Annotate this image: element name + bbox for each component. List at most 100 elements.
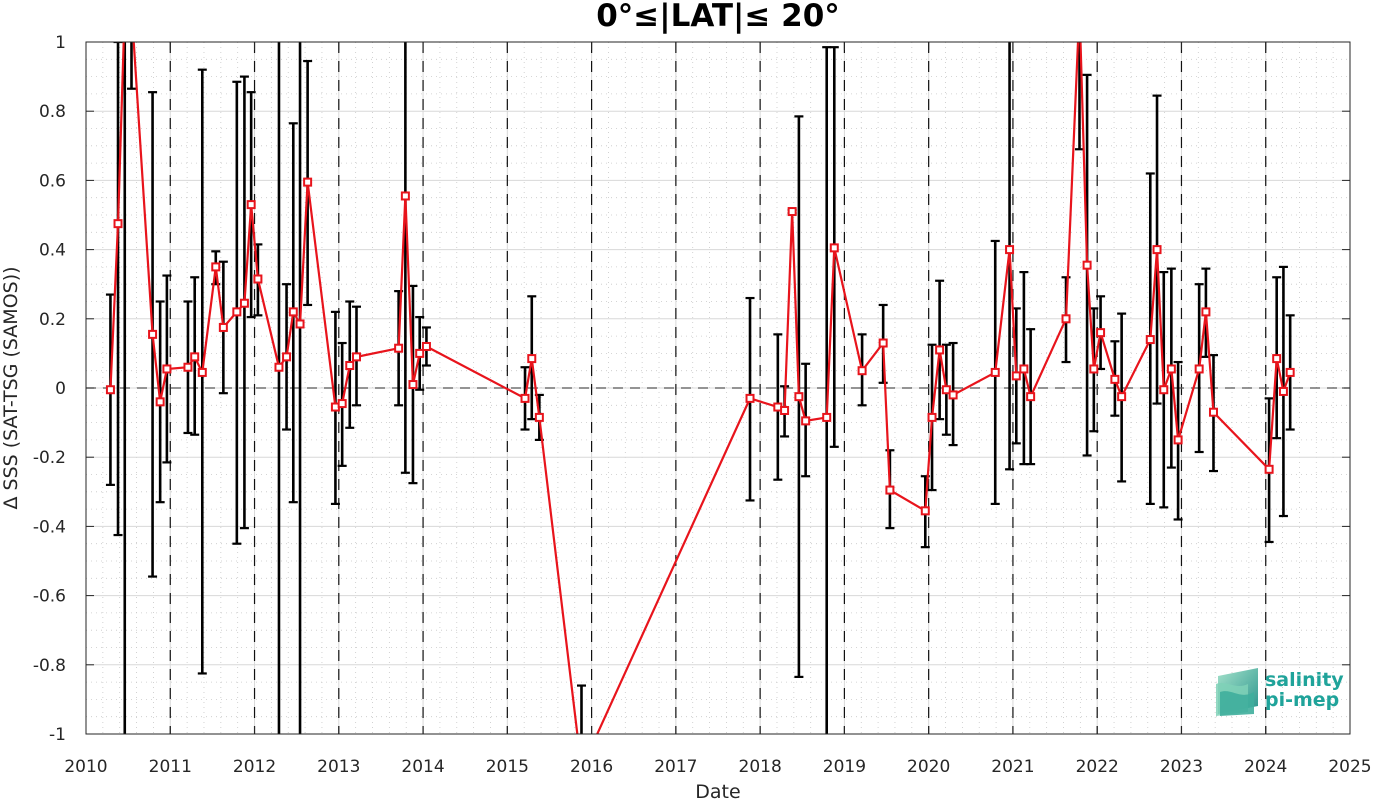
x-tick-label: 2010 — [64, 757, 107, 777]
data-point-marker — [885, 485, 895, 495]
chart-title: 0°≤|LAT|≤ 20° — [596, 0, 840, 34]
y-tick-label: 0.4 — [39, 241, 66, 261]
data-point-marker — [408, 380, 418, 390]
data-point-marker — [857, 366, 867, 376]
x-tick-label: 2025 — [1328, 757, 1371, 777]
x-tick-label: 2013 — [317, 757, 360, 777]
data-point-marker — [920, 506, 930, 516]
data-point-marker — [935, 345, 945, 355]
data-point-marker — [121, 4, 128, 11]
data-point-marker — [1173, 435, 1183, 445]
x-tick-label: 2018 — [739, 757, 782, 777]
data-point-marker — [1166, 364, 1176, 374]
x-tick-label: 2022 — [1076, 757, 1119, 777]
y-tick-label: 0.8 — [39, 102, 66, 122]
y-tick-label: 0 — [55, 379, 66, 399]
x-tick-labels: 2010 2011 2012 2013 2014 2015 2016 2017 2018 2019… — [64, 757, 1371, 777]
x-tick-label: 2023 — [1160, 757, 1203, 777]
data-point-marker — [745, 393, 755, 403]
data-point-marker — [288, 307, 298, 317]
data-point-marker — [345, 361, 355, 371]
data-point-marker — [794, 392, 804, 402]
x-tick-label: 2012 — [233, 757, 276, 777]
x-tick-label: 2020 — [907, 757, 950, 777]
data-point-marker — [246, 200, 256, 210]
data-point-marker — [527, 354, 537, 364]
y-tick-label: -0.2 — [33, 448, 66, 468]
data-point-marker — [197, 367, 207, 377]
data-point-marker — [400, 191, 410, 201]
x-tick-label: 2011 — [149, 757, 192, 777]
y-tick-label: 0.2 — [39, 310, 66, 330]
data-point-marker — [1278, 386, 1288, 396]
data-point-marker — [113, 219, 123, 229]
x-tick-label: 2014 — [401, 757, 444, 777]
data-point-marker — [351, 352, 361, 362]
data-point-marker — [1264, 464, 1274, 474]
data-point-marker — [822, 412, 832, 422]
data-point-marker — [948, 390, 958, 400]
data-point-marker — [780, 405, 790, 415]
y-tick-label: -0.4 — [33, 517, 66, 537]
x-tick-label: 2024 — [1244, 757, 1287, 777]
data-point-marker — [211, 262, 221, 272]
data-point-marker — [801, 416, 811, 426]
data-point-marker — [421, 341, 431, 351]
data-point-marker — [1082, 260, 1092, 270]
data-point-marker — [1117, 392, 1127, 402]
data-point-marker — [303, 177, 313, 187]
data-point-marker — [1152, 245, 1162, 255]
data-point-marker — [990, 367, 1000, 377]
data-point-marker — [787, 207, 797, 217]
logo-line-1: salinity — [1265, 669, 1344, 691]
data-point-marker — [1285, 367, 1295, 377]
data-point-marker — [1026, 392, 1036, 402]
x-tick-label: 2019 — [823, 757, 866, 777]
data-point-marker — [1201, 307, 1211, 317]
y-tick-labels: 1 0.8 0.6 0.4 0.2 0 -0.2 -0.4 -0.6 -0.8 -1 — [33, 33, 66, 745]
data-point-marker — [1272, 354, 1282, 364]
data-point-marker — [183, 362, 193, 372]
salinity-pi-mep-logo: salinity pi-mep — [1216, 668, 1344, 716]
plot-content — [105, 4, 1295, 734]
data-point-marker — [274, 362, 284, 372]
data-point-marker — [337, 399, 347, 409]
y-tick-label: 0.6 — [39, 171, 66, 191]
x-tick-label: 2015 — [486, 757, 529, 777]
data-point-marker — [1076, 4, 1083, 11]
data-point-marker — [878, 338, 888, 348]
x-tick-label: 2021 — [991, 757, 1034, 777]
data-point-marker — [162, 364, 172, 374]
data-point-marker — [415, 348, 425, 358]
data-point-marker — [1096, 328, 1106, 338]
data-point-marker — [148, 329, 158, 339]
data-point-marker — [218, 322, 228, 332]
data-point-marker — [155, 397, 165, 407]
data-point-marker — [253, 274, 263, 284]
data-point-marker — [282, 352, 292, 362]
salinity-wave-icon — [1216, 668, 1258, 716]
y-tick-label: -0.8 — [33, 656, 66, 676]
data-point-marker — [1145, 335, 1155, 345]
data-point-marker — [1208, 407, 1218, 417]
markers — [105, 4, 1295, 516]
x-axis-label: Date — [695, 781, 740, 801]
data-point-marker — [105, 385, 115, 395]
data-point-marker — [295, 319, 305, 329]
y-tick-label: -1 — [49, 725, 66, 745]
data-point-marker — [534, 412, 544, 422]
y-tick-label: 1 — [55, 33, 66, 53]
y-tick-label: -0.6 — [33, 587, 66, 607]
errorbars — [105, 42, 1295, 734]
data-point-marker — [1011, 371, 1021, 381]
data-point-marker — [1089, 364, 1099, 374]
logo-line-2: pi-mep — [1265, 689, 1339, 711]
x-tick-label: 2016 — [570, 757, 613, 777]
data-point-marker — [232, 307, 242, 317]
data-point-marker — [1194, 364, 1204, 374]
data-point-marker — [1019, 364, 1029, 374]
y-axis-label: Δ SSS (SAT-TSG (SAMOS)) — [0, 266, 22, 509]
data-point-marker — [1061, 314, 1071, 324]
data-point-marker — [1005, 245, 1015, 255]
